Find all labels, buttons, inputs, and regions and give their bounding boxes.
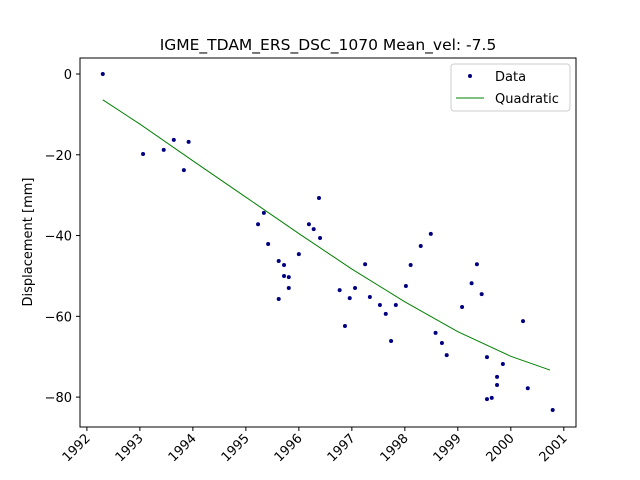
- legend-marker: [468, 74, 472, 78]
- data-point: [141, 151, 146, 156]
- data-point: [100, 71, 105, 76]
- data-point: [171, 137, 176, 142]
- data-point: [484, 397, 489, 402]
- data-point: [256, 222, 261, 227]
- legend-box: [450, 63, 571, 112]
- data-point: [296, 252, 301, 257]
- data-point: [311, 227, 316, 232]
- data-point: [276, 296, 281, 301]
- data-point: [489, 395, 494, 400]
- data-point: [306, 222, 311, 227]
- data-point: [276, 258, 281, 263]
- data-point: [495, 374, 500, 379]
- data-point: [181, 168, 186, 173]
- data-point: [474, 262, 479, 267]
- data-point: [342, 324, 347, 329]
- legend-label: Quadratic: [495, 92, 559, 107]
- data-point: [521, 319, 526, 324]
- y-tick-label: −20: [45, 149, 72, 164]
- y-axis-label: Displacement [mm]: [21, 178, 36, 307]
- data-point: [186, 139, 191, 144]
- data-point: [347, 296, 352, 301]
- data-point: [469, 281, 474, 286]
- data-point: [261, 210, 266, 215]
- data-point: [444, 353, 449, 358]
- data-point: [500, 361, 505, 366]
- data-point: [316, 195, 321, 200]
- data-point: [418, 244, 423, 249]
- legend-label: Data: [495, 70, 526, 85]
- data-point: [286, 286, 291, 291]
- data-point: [439, 340, 444, 345]
- data-point: [393, 303, 398, 308]
- y-tick-label: 0: [64, 68, 72, 83]
- data-point: [408, 263, 413, 268]
- y-tick-label: −80: [45, 391, 72, 406]
- data-point: [460, 305, 465, 310]
- data-point: [495, 382, 500, 387]
- data-point: [525, 386, 530, 391]
- data-point: [550, 408, 555, 413]
- data-point: [383, 311, 388, 316]
- data-point: [282, 263, 287, 268]
- data-point: [433, 330, 438, 335]
- data-point: [363, 262, 368, 267]
- data-point: [428, 231, 433, 236]
- data-point: [282, 273, 287, 278]
- data-point: [367, 294, 372, 299]
- data-point: [318, 235, 323, 240]
- data-point: [337, 288, 342, 293]
- chart-title: IGME_TDAM_ERS_DSC_1070 Mean_vel: -7.5: [160, 36, 497, 55]
- fit-line: [102, 99, 551, 371]
- data-point: [479, 292, 484, 297]
- data-point: [353, 286, 358, 291]
- data-point: [161, 147, 166, 152]
- axes-frame: [79, 57, 577, 428]
- y-tick-label: −40: [45, 230, 72, 245]
- data-point: [377, 303, 382, 308]
- data-point: [403, 284, 408, 289]
- data-point: [389, 338, 394, 343]
- data-point: [266, 242, 271, 247]
- data-point: [484, 355, 489, 360]
- y-tick-label: −60: [45, 310, 72, 325]
- data-point: [286, 275, 291, 280]
